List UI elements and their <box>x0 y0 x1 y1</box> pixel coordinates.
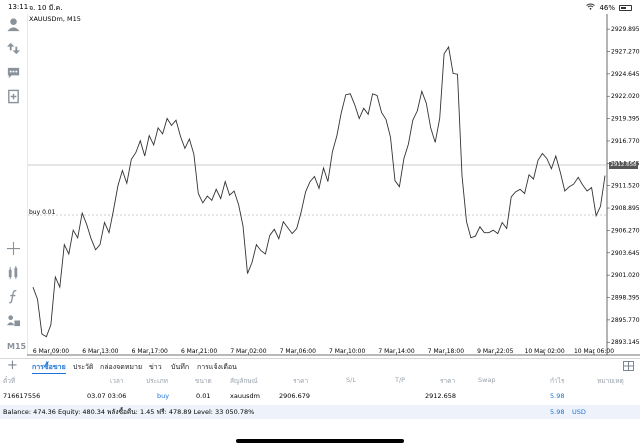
price-axis-label: 2893.145 <box>611 339 640 346</box>
cell-current-price: 2912.658 <box>425 392 457 400</box>
cell-ticket: 716617556 <box>3 392 41 400</box>
status-right: 46% <box>586 3 632 12</box>
header-tp: T/P <box>395 376 406 384</box>
balance-profit: 5.98 <box>550 408 565 416</box>
battery-percent: 46% <box>599 3 615 12</box>
home-indicator[interactable] <box>236 439 404 443</box>
price-axis-label: 2898.395 <box>611 295 640 302</box>
chart-symbol-label: XAUUSDm, M15 <box>29 15 81 23</box>
cell-open-price: 2906.679 <box>279 392 311 400</box>
price-axis-label: 2929.895 <box>611 26 640 33</box>
position-row[interactable]: 716617556 03.07 03:06 buy 0.01 xauusdm 2… <box>0 392 640 403</box>
time-axis-label: 6 Mar 17:00 <box>132 348 168 355</box>
order-line-label: buy 0.01 <box>29 209 56 216</box>
header-type: ประเภท <box>146 377 168 385</box>
left-toolbar: M15 <box>0 14 27 356</box>
header-profit: กำไร <box>550 377 565 385</box>
time-axis-label: 10 Mar 02:00 <box>525 348 565 355</box>
tab-history[interactable]: ประวัติ <box>73 363 94 371</box>
terminal-tabs: + การซื้อขาย ประวัติ กล่องจดหมาย ข่าว บั… <box>0 358 640 374</box>
tab-news[interactable]: ข่าว <box>149 363 162 371</box>
cell-profit: 5.98 <box>550 392 565 400</box>
cell-time: 03.07 03:06 <box>87 392 127 400</box>
time-axis-label: 7 Mar 14:00 <box>378 348 414 355</box>
price-axis-label: 2924.645 <box>611 71 640 78</box>
tab-mailbox[interactable]: กล่องจดหมาย <box>100 363 143 371</box>
status-date: จ. 10 มี.ค. <box>29 4 63 12</box>
price-axis-label: 2895.770 <box>611 317 640 324</box>
price-axis-label: 2927.270 <box>611 48 640 55</box>
layout-icon[interactable] <box>623 361 634 371</box>
header-ticket: ตั๋วที่ <box>3 377 16 385</box>
time-axis-labels: 6 Mar 09:00 6 Mar 13:00 6 Mar 17:00 6 Mar 2… <box>33 348 614 355</box>
price-axis-label: 2901.020 <box>611 272 640 279</box>
header-time: เวลา <box>110 377 124 385</box>
price-axis-labels: 2929.895 2927.270 2924.645 2922.020 2919.395… <box>607 26 640 346</box>
header-sl: S/L <box>346 376 356 384</box>
battery-icon <box>619 4 632 11</box>
time-axis-label: 7 Mar 10:00 <box>329 348 365 355</box>
header-volume: ขนาด <box>195 377 212 385</box>
balance-bar: Balance: 474.36 Equity: 480.34 พลังซื้อค… <box>0 405 640 419</box>
wifi-icon <box>586 3 596 12</box>
cell-symbol: xauusdm <box>230 392 260 400</box>
price-axis-label: 2906.270 <box>611 227 640 234</box>
header-symbol: สัญลักษณ์ <box>230 377 258 385</box>
add-icon[interactable]: + <box>7 358 18 373</box>
price-series-line <box>32 45 606 338</box>
chart-canvas: 2929.895 2927.270 2924.645 2922.020 2919.395… <box>27 14 640 356</box>
status-time: 13:11 <box>8 3 29 11</box>
price-axis-label: 2908.895 <box>611 205 640 212</box>
chat-icon[interactable] <box>5 64 22 81</box>
header-comment: หมายเหตุ <box>597 377 624 385</box>
time-axis-label: 7 Mar 06:00 <box>280 348 316 355</box>
time-axis-label: 6 Mar 09:00 <box>33 348 69 355</box>
cell-type: buy <box>157 392 170 400</box>
time-axis-label: 9 Mar 22:05 <box>477 348 513 355</box>
time-axis-label: 6 Mar 21:00 <box>181 348 217 355</box>
objects-icon[interactable] <box>5 312 22 329</box>
indicators-icon[interactable] <box>5 264 22 281</box>
cell-volume: 0.01 <box>196 392 211 400</box>
price-axis-label: 2916.770 <box>611 138 640 145</box>
timeframe-button[interactable]: M15 <box>7 342 27 351</box>
price-axis-label: 2911.520 <box>611 183 640 190</box>
time-axis-label: 6 Mar 13:00 <box>82 348 118 355</box>
current-price-badge: 2912.658 <box>609 162 638 169</box>
header-swap: Swap <box>478 376 496 384</box>
account-icon[interactable] <box>5 16 22 33</box>
price-chart[interactable]: 2929.895 2927.270 2924.645 2922.020 2919.395… <box>27 14 640 356</box>
crosshair-icon[interactable] <box>5 240 22 257</box>
header-price: ราคา <box>293 377 309 385</box>
status-bar: 13:11 จ. 10 มี.ค. 46% <box>0 0 640 14</box>
positions-header: ตั๋วที่ เวลา ประเภท ขนาด สัญลักษณ์ ราคา … <box>0 376 640 387</box>
price-axis-label: 2919.395 <box>611 116 640 123</box>
time-axis-label: 7 Mar 18:00 <box>428 348 464 355</box>
balance-summary: Balance: 474.36 Equity: 480.34 พลังซื้อค… <box>3 408 255 416</box>
header-current-price: ราคา <box>440 377 456 385</box>
balance-currency: USD <box>572 408 586 416</box>
tab-trade[interactable]: การซื้อขาย <box>32 362 66 374</box>
time-axis-label: 10 Mar 06:00 <box>574 348 614 355</box>
price-axis-label: 2922.020 <box>611 93 640 100</box>
price-axis-label: 2903.645 <box>611 250 640 257</box>
new-order-icon[interactable] <box>5 88 22 105</box>
time-axis-label: 7 Mar 02:00 <box>230 348 266 355</box>
tab-alerts[interactable]: การแจ้งเตือน <box>197 363 237 371</box>
function-icon[interactable] <box>5 288 22 305</box>
tab-journal[interactable]: บันทึก <box>171 363 190 371</box>
trade-arrows-icon[interactable] <box>5 40 22 57</box>
